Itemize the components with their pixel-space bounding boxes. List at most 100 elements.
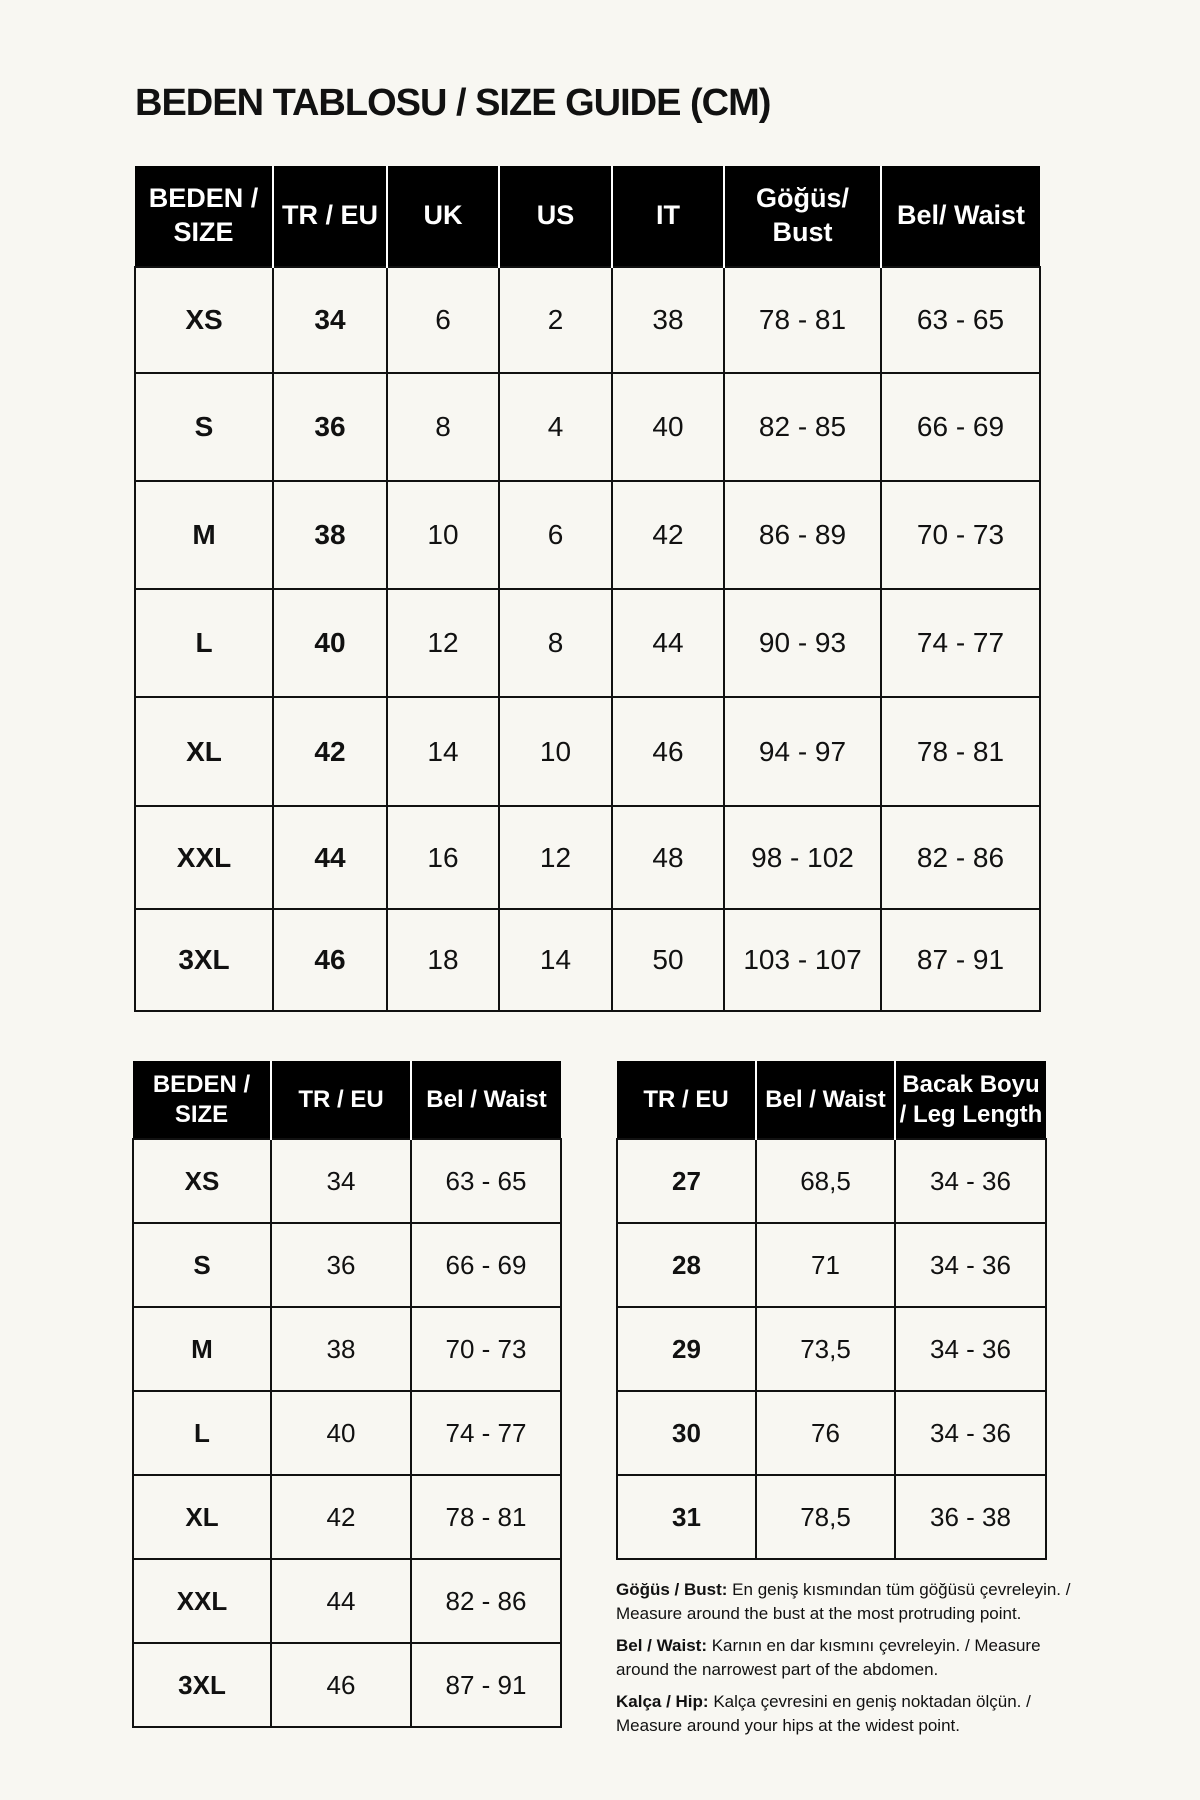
table-row: 3XL 46 18 14 50 103 - 107 87 - 91 bbox=[134, 908, 1041, 1012]
table-cell: 40 bbox=[611, 372, 725, 482]
table-cell: 50 bbox=[611, 908, 725, 1012]
table-cell: 82 - 85 bbox=[723, 372, 882, 482]
table-cell: XL bbox=[134, 696, 274, 807]
table-cell: 34 - 36 bbox=[894, 1222, 1047, 1308]
table-row: 31 78,5 36 - 38 bbox=[616, 1474, 1047, 1560]
table-cell: 71 bbox=[755, 1222, 896, 1308]
table-cell: 12 bbox=[386, 588, 500, 698]
column-header: TR / EU bbox=[617, 1061, 757, 1139]
table-cell: 10 bbox=[498, 696, 613, 807]
table-cell: 27 bbox=[616, 1138, 757, 1224]
table-cell: 76 bbox=[755, 1390, 896, 1476]
table-row: XS 34 6 2 38 78 - 81 63 - 65 bbox=[134, 266, 1041, 374]
table-cell: 10 bbox=[386, 480, 500, 590]
size-guide-table: BEDEN / SIZE TR / EU UK US IT Göğüs/ Bust Bel/… bbox=[134, 166, 1041, 1012]
table-cell: 46 bbox=[270, 1642, 412, 1728]
measurement-notes: Göğüs / Bust: En geniş kısmından tüm göğ… bbox=[616, 1578, 1076, 1746]
table-cell: 94 - 97 bbox=[723, 696, 882, 807]
table-cell: XL bbox=[132, 1474, 272, 1560]
table-cell: 86 - 89 bbox=[723, 480, 882, 590]
table-cell: XXL bbox=[132, 1558, 272, 1644]
table-cell: XXL bbox=[134, 805, 274, 910]
table-cell: 38 bbox=[272, 480, 388, 590]
table-cell: 40 bbox=[272, 588, 388, 698]
table-cell: 87 - 91 bbox=[880, 908, 1041, 1012]
table-cell: 34 bbox=[270, 1138, 412, 1224]
table-cell: L bbox=[134, 588, 274, 698]
table-cell: 36 bbox=[270, 1222, 412, 1308]
waist-size-table: BEDEN / SIZE TR / EU Bel / Waist XS 34 63 - 6… bbox=[132, 1061, 562, 1728]
note-hip: Kalça / Hip: Kalça çevresini en geniş no… bbox=[616, 1692, 1031, 1735]
table-cell: 73,5 bbox=[755, 1306, 896, 1392]
table-cell: 78,5 bbox=[755, 1474, 896, 1560]
table-cell: 70 - 73 bbox=[410, 1306, 562, 1392]
table-cell: 44 bbox=[272, 805, 388, 910]
table-cell: 42 bbox=[611, 480, 725, 590]
table-cell: 42 bbox=[270, 1474, 412, 1560]
table-cell: 78 - 81 bbox=[410, 1474, 562, 1560]
table-row: XXL 44 16 12 48 98 - 102 82 - 86 bbox=[134, 805, 1041, 910]
table-row: 3XL 46 87 - 91 bbox=[132, 1642, 562, 1728]
table-cell: XS bbox=[132, 1138, 272, 1224]
table-cell: 46 bbox=[611, 696, 725, 807]
table-cell: 40 bbox=[270, 1390, 412, 1476]
table-cell: 14 bbox=[386, 696, 500, 807]
column-header: TR / EU bbox=[273, 166, 388, 267]
column-header: Bel/ Waist bbox=[881, 166, 1040, 267]
table-cell: 28 bbox=[616, 1222, 757, 1308]
note-bust: Göğüs / Bust: En geniş kısmından tüm göğ… bbox=[616, 1580, 1071, 1623]
table-cell: 78 - 81 bbox=[723, 266, 882, 374]
table-cell: 78 - 81 bbox=[880, 696, 1041, 807]
table-cell: 103 - 107 bbox=[723, 908, 882, 1012]
table-cell: S bbox=[134, 372, 274, 482]
table-cell: 18 bbox=[386, 908, 500, 1012]
table-row: XL 42 78 - 81 bbox=[132, 1474, 562, 1560]
table-cell: 14 bbox=[498, 908, 613, 1012]
table-cell: 63 - 65 bbox=[880, 266, 1041, 374]
table-cell: 42 bbox=[272, 696, 388, 807]
column-header: IT bbox=[612, 166, 725, 267]
table-cell: 29 bbox=[616, 1306, 757, 1392]
table-cell: 44 bbox=[611, 588, 725, 698]
page-title: BEDEN TABLOSU / SIZE GUIDE (CM) bbox=[135, 82, 771, 124]
column-header: Bel / Waist bbox=[411, 1061, 561, 1139]
table-cell: 82 - 86 bbox=[880, 805, 1041, 910]
table-row: 27 68,5 34 - 36 bbox=[616, 1138, 1047, 1224]
table-cell: 38 bbox=[611, 266, 725, 374]
table-row: M 38 70 - 73 bbox=[132, 1306, 562, 1392]
table-cell: 87 - 91 bbox=[410, 1642, 562, 1728]
table-cell: 74 - 77 bbox=[880, 588, 1041, 698]
column-header: UK bbox=[387, 166, 500, 267]
table-cell: 98 - 102 bbox=[723, 805, 882, 910]
table-cell: L bbox=[132, 1390, 272, 1476]
table-cell: 3XL bbox=[132, 1642, 272, 1728]
table-cell: S bbox=[132, 1222, 272, 1308]
table-cell: M bbox=[132, 1306, 272, 1392]
table-row: XL 42 14 10 46 94 - 97 78 - 81 bbox=[134, 696, 1041, 807]
table-cell: 48 bbox=[611, 805, 725, 910]
table-row: XS 34 63 - 65 bbox=[132, 1138, 562, 1224]
table-cell: 74 - 77 bbox=[410, 1390, 562, 1476]
table-cell: 38 bbox=[270, 1306, 412, 1392]
column-header: TR / EU bbox=[271, 1061, 412, 1139]
table-cell: 8 bbox=[498, 588, 613, 698]
leg-length-table: TR / EU Bel / Waist Bacak Boyu / Leg Lengt… bbox=[616, 1061, 1047, 1560]
note-waist: Bel / Waist: Karnın en dar kısmını çevre… bbox=[616, 1636, 1041, 1679]
table-cell: 46 bbox=[272, 908, 388, 1012]
table-cell: 63 - 65 bbox=[410, 1138, 562, 1224]
table-cell: 8 bbox=[386, 372, 500, 482]
table-cell: 2 bbox=[498, 266, 613, 374]
table-row: XXL 44 82 - 86 bbox=[132, 1558, 562, 1644]
table-cell: 4 bbox=[498, 372, 613, 482]
column-header: Göğüs/ Bust bbox=[724, 166, 882, 267]
table-row: L 40 74 - 77 bbox=[132, 1390, 562, 1476]
table-cell: 66 - 69 bbox=[880, 372, 1041, 482]
table-cell: 90 - 93 bbox=[723, 588, 882, 698]
table-cell: 3XL bbox=[134, 908, 274, 1012]
column-header: Bel / Waist bbox=[756, 1061, 896, 1139]
table-row: 30 76 34 - 36 bbox=[616, 1390, 1047, 1476]
table-cell: 34 - 36 bbox=[894, 1390, 1047, 1476]
table-cell: 36 - 38 bbox=[894, 1474, 1047, 1560]
column-header: Bacak Boyu / Leg Length bbox=[895, 1061, 1046, 1139]
table-row: S 36 8 4 40 82 - 85 66 - 69 bbox=[134, 372, 1041, 482]
